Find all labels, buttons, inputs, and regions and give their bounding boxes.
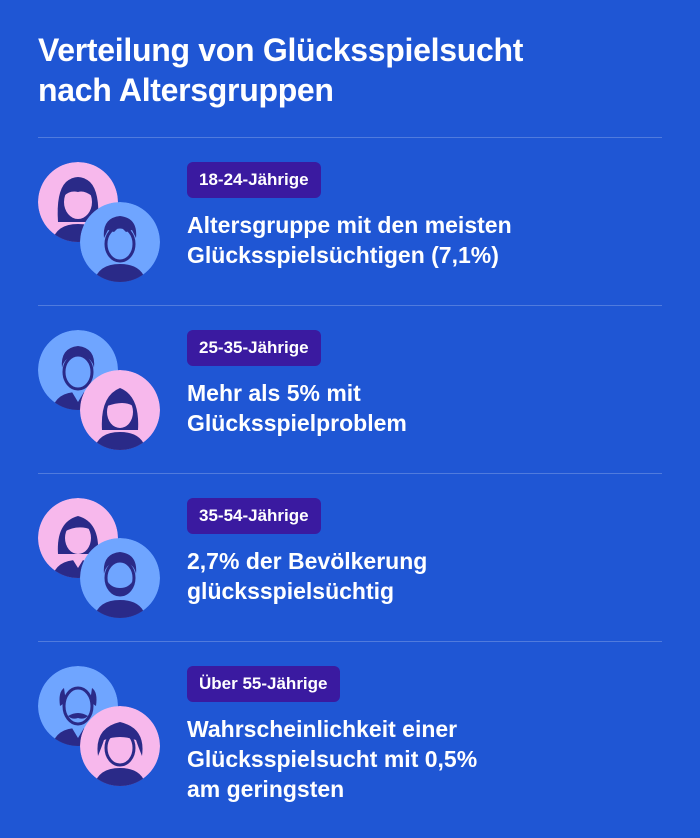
woman-icon bbox=[80, 370, 160, 450]
page-title: Verteilung von Glücksspielsucht nach Alt… bbox=[38, 30, 658, 110]
avatar-pair bbox=[38, 498, 168, 618]
age-badge: 18-24-Jährige bbox=[187, 162, 321, 198]
divider bbox=[38, 137, 662, 138]
young-man-icon bbox=[80, 202, 160, 282]
older-woman-icon bbox=[80, 706, 160, 786]
age-badge: Über 55-Jährige bbox=[187, 666, 340, 702]
description-line: glücksspielsüchtig bbox=[187, 578, 395, 604]
age-badge: 25-35-Jährige bbox=[187, 330, 321, 366]
description-line: Wahrscheinlichkeit einer bbox=[187, 716, 458, 742]
avatar-pair bbox=[38, 162, 168, 282]
avatar-pair bbox=[38, 666, 168, 786]
description-line: Altersgruppe mit den meisten bbox=[187, 212, 512, 238]
title-line-1: Verteilung von Glücksspielsucht bbox=[38, 32, 524, 68]
divider bbox=[38, 305, 662, 306]
description-line: am geringsten bbox=[187, 776, 345, 802]
title-line-2: nach Altersgruppen bbox=[38, 72, 334, 108]
bearded-man-icon bbox=[80, 538, 160, 618]
avatar-pair bbox=[38, 330, 168, 450]
young-woman-icon bbox=[38, 162, 118, 242]
group-description: Wahrscheinlichkeit einer Glücksspielsuch… bbox=[187, 714, 657, 804]
age-badge: 35-54-Jährige bbox=[187, 498, 321, 534]
description-line: 2,7% der Bevölkerung bbox=[187, 548, 428, 574]
group-description: Altersgruppe mit den meisten Glücksspiel… bbox=[187, 210, 657, 270]
group-description: 2,7% der Bevölkerung glücksspielsüchtig bbox=[187, 546, 657, 606]
description-line: Glücksspielsucht mit 0,5% bbox=[187, 746, 478, 772]
group-description: Mehr als 5% mit Glücksspielproblem bbox=[187, 378, 657, 438]
description-line: Glücksspielsüchtigen (7,1%) bbox=[187, 242, 499, 268]
divider bbox=[38, 641, 662, 642]
divider bbox=[38, 473, 662, 474]
description-line: Mehr als 5% mit bbox=[187, 380, 361, 406]
description-line: Glücksspielproblem bbox=[187, 410, 407, 436]
